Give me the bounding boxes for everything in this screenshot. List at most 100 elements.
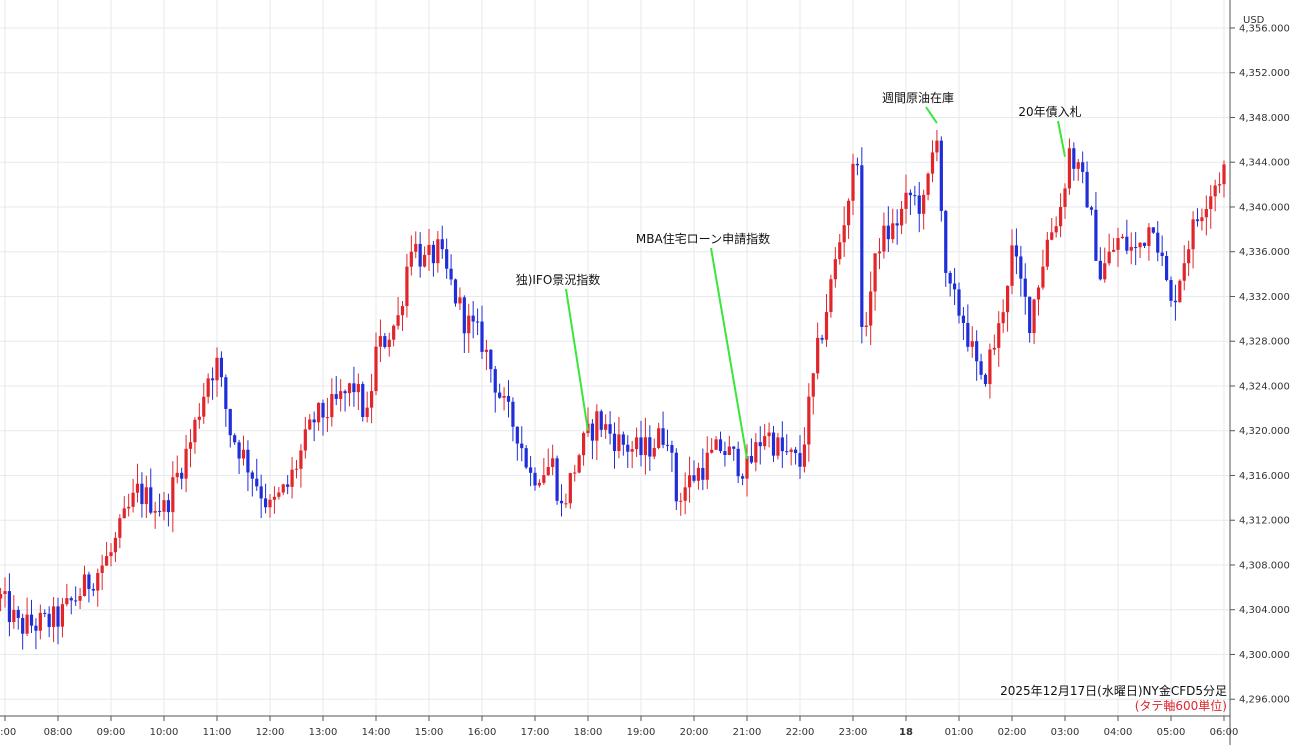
candle-body — [96, 572, 100, 591]
candle-body — [286, 484, 290, 487]
candle-body — [16, 609, 20, 618]
candle-body — [899, 208, 904, 226]
candle-body — [922, 194, 926, 214]
candle-body — [440, 239, 444, 250]
time-tick-label: 20:00 — [680, 727, 709, 738]
candle-body — [590, 423, 595, 441]
candle-body — [1178, 280, 1182, 303]
candle-body — [767, 432, 771, 437]
candle-body — [1076, 162, 1080, 169]
candle-body — [316, 402, 321, 423]
candle-body — [612, 433, 617, 452]
candle-body — [56, 606, 60, 627]
candle-body — [1023, 278, 1027, 297]
candle-body — [687, 475, 692, 488]
candle-body — [1217, 184, 1222, 186]
candle-body — [838, 242, 842, 260]
candle-body — [930, 152, 935, 174]
candle-body — [948, 272, 952, 284]
candle-body — [255, 478, 259, 487]
price-tick-label: 4,336.000 — [1239, 247, 1290, 258]
candle-body — [961, 315, 966, 323]
candle-body — [233, 435, 237, 443]
price-tick-label: 4,296.000 — [1239, 695, 1290, 706]
time-tick-label: 7:00 — [0, 727, 16, 738]
annotation-label: 20年債入札 — [1018, 104, 1081, 119]
candle-body — [710, 449, 714, 453]
candle-body — [533, 472, 537, 486]
chart-grid — [0, 0, 1230, 716]
candle-body — [639, 437, 643, 456]
candle-body — [1045, 239, 1049, 267]
time-tick-label: 06:00 — [1210, 727, 1239, 738]
candle-body — [506, 395, 511, 402]
candle-body — [109, 552, 113, 557]
candle-body — [864, 325, 868, 327]
candle-body — [1116, 237, 1120, 250]
candle-body — [1125, 236, 1129, 251]
candle-body — [798, 453, 802, 467]
candle-body — [414, 243, 418, 252]
candle-body — [356, 384, 360, 393]
candle-body — [290, 469, 294, 487]
time-tick-label: 16:00 — [468, 727, 497, 738]
candle-body — [626, 444, 630, 452]
candle-body — [453, 279, 458, 304]
candle-body — [542, 475, 546, 483]
time-tick-label: 18:00 — [574, 727, 603, 738]
candle-body — [299, 450, 303, 469]
candle-body — [69, 598, 73, 601]
candle-body — [528, 467, 533, 473]
candle-body — [122, 508, 126, 519]
candle-body — [1169, 280, 1173, 301]
price-tick-label: 4,312.000 — [1239, 516, 1290, 527]
candle-body — [820, 337, 824, 340]
candle-body — [807, 396, 811, 445]
candle-body — [621, 434, 625, 445]
candle-body — [43, 612, 47, 614]
candle-body — [957, 289, 961, 316]
candle-body — [537, 482, 542, 486]
time-tick-label: 09:00 — [97, 727, 126, 738]
candle-body — [118, 518, 122, 538]
annotation-leader — [1057, 120, 1066, 157]
candle-body — [361, 384, 365, 418]
candle-body — [400, 306, 405, 316]
candle-body — [74, 600, 78, 602]
candle-body — [630, 449, 634, 452]
candle-body — [237, 442, 241, 459]
candle-body — [674, 452, 678, 502]
candle-body — [749, 456, 754, 463]
candle-body — [431, 244, 436, 264]
candle-body — [1138, 242, 1142, 248]
candle-body — [1195, 219, 1200, 222]
candle-body — [312, 419, 316, 423]
candle-body — [157, 510, 162, 512]
candle-body — [1191, 219, 1195, 250]
candle-body — [241, 449, 246, 459]
candle-body — [352, 383, 356, 393]
candle-body — [670, 445, 674, 453]
candle-body — [745, 456, 749, 479]
candle-body — [785, 451, 789, 453]
candle-body — [436, 239, 440, 264]
candle-body — [1129, 246, 1133, 251]
price-tick-label: 4,332.000 — [1239, 292, 1290, 303]
candle-body — [65, 598, 69, 605]
candle-body — [824, 312, 829, 340]
time-tick-label: 13:00 — [309, 727, 338, 738]
candle-body — [829, 279, 833, 313]
candle-body — [1111, 249, 1116, 252]
time-tick-label: 05:00 — [1157, 727, 1186, 738]
candle-body — [246, 449, 250, 473]
candle-body — [427, 244, 431, 255]
candle-body — [1209, 196, 1213, 209]
candle-body — [369, 391, 374, 408]
price-tick-label: 4,356.000 — [1239, 23, 1290, 34]
candle-body — [1213, 185, 1217, 197]
candle-body — [131, 492, 135, 507]
candle-body — [657, 428, 661, 448]
candle-body — [758, 442, 762, 447]
time-tick-label: 18 — [899, 727, 913, 738]
time-tick-label: 02:00 — [998, 727, 1027, 738]
